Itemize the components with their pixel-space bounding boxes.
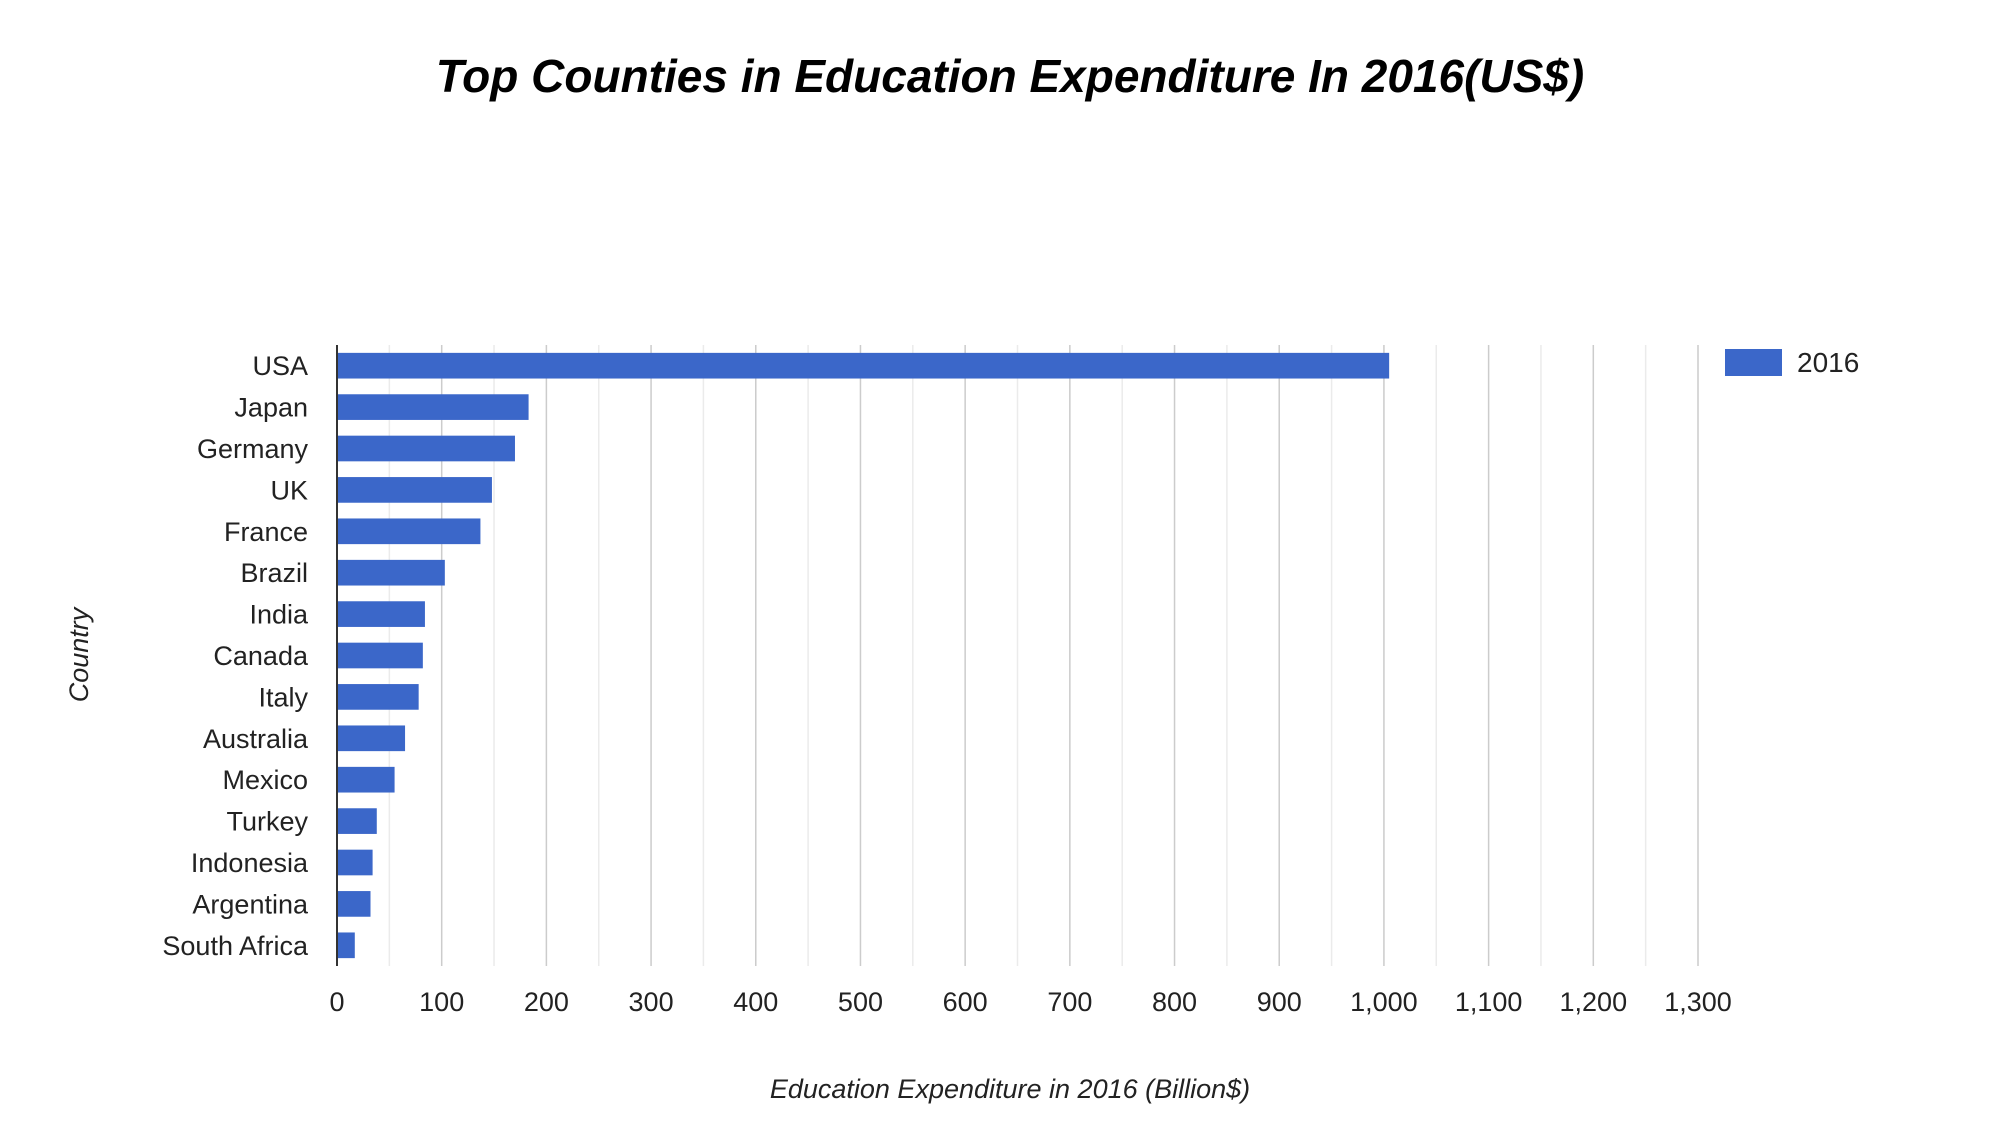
category-label: Germany (197, 434, 309, 464)
bar (337, 932, 355, 959)
category-label: USA (252, 351, 308, 381)
bar (337, 725, 406, 752)
bar (337, 601, 425, 627)
x-tick-label: 1,200 (1560, 987, 1628, 1017)
x-axis-title: Education Expenditure in 2016 (Billion$) (770, 1074, 1250, 1104)
x-tick-label: 1,100 (1455, 987, 1523, 1017)
legend-label-2016: 2016 (1797, 347, 1859, 378)
grid-lines (388, 345, 1699, 966)
category-label: Brazil (240, 558, 308, 588)
x-tick-label: 300 (629, 987, 674, 1017)
x-tick-label: 0 (329, 987, 344, 1017)
category-label: Italy (258, 682, 308, 712)
bar (337, 684, 419, 710)
category-labels: USA Japan Germany UK France Brazil India Canada… (162, 351, 309, 961)
category-label: South Africa (162, 931, 309, 961)
bar (337, 477, 492, 503)
x-tick-label: 600 (943, 987, 988, 1017)
x-tick-label: 1,000 (1350, 987, 1418, 1017)
x-tick-label: 700 (1047, 987, 1092, 1017)
x-tick-label: 1,300 (1664, 987, 1732, 1017)
bar (337, 766, 395, 793)
category-label: Turkey (226, 807, 308, 837)
bars (337, 352, 1390, 959)
bar (337, 808, 377, 834)
x-tick-label: 500 (838, 987, 883, 1017)
bar (337, 891, 371, 917)
legend: 2016 (1725, 347, 1859, 378)
x-tick-label: 100 (419, 987, 464, 1017)
x-tick-label: 400 (733, 987, 778, 1017)
category-label: Mexico (222, 765, 308, 795)
category-label: UK (270, 475, 308, 505)
category-label: Canada (213, 641, 309, 671)
chart-title: Top Counties in Education Expenditure In… (436, 50, 1584, 102)
y-axis-title: Country (64, 606, 94, 702)
category-label: Argentina (192, 889, 309, 919)
bar (337, 642, 423, 669)
x-tick-label: 800 (1152, 987, 1197, 1017)
bar (337, 559, 445, 586)
category-label: Japan (234, 393, 308, 423)
category-label: India (249, 600, 309, 630)
x-tick-label: 900 (1257, 987, 1302, 1017)
legend-swatch-2016 (1725, 349, 1782, 376)
category-label: France (224, 517, 308, 547)
category-label: Australia (203, 724, 309, 754)
bar (337, 394, 529, 420)
bar (337, 435, 515, 462)
x-tick-labels: 0 100 200 300 400 500 600 700 800 900 1,000 1,100 1,… (329, 987, 1731, 1017)
bar (337, 849, 373, 876)
bar (337, 518, 481, 545)
category-label: Indonesia (191, 848, 309, 878)
bar (337, 352, 1390, 379)
x-tick-label: 200 (524, 987, 569, 1017)
